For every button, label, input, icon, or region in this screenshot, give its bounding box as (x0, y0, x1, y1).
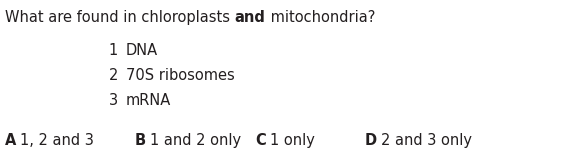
Text: mRNA: mRNA (126, 93, 171, 108)
Text: 2: 2 (109, 68, 118, 83)
Text: B: B (135, 133, 146, 148)
Text: D: D (365, 133, 377, 148)
Text: mitochondria?: mitochondria? (265, 10, 375, 25)
Text: 70S ribosomes: 70S ribosomes (126, 68, 235, 83)
Text: 1: 1 (109, 43, 118, 58)
Text: 2 and 3 only: 2 and 3 only (381, 133, 472, 148)
Text: 3: 3 (109, 93, 118, 108)
Text: 1, 2 and 3: 1, 2 and 3 (21, 133, 94, 148)
Text: DNA: DNA (126, 43, 158, 58)
Text: 1 only: 1 only (270, 133, 315, 148)
Text: and: and (235, 10, 265, 25)
Text: C: C (255, 133, 266, 148)
Text: What are found in chloroplasts: What are found in chloroplasts (5, 10, 235, 25)
Text: A: A (5, 133, 17, 148)
Text: 1 and 2 only: 1 and 2 only (150, 133, 241, 148)
